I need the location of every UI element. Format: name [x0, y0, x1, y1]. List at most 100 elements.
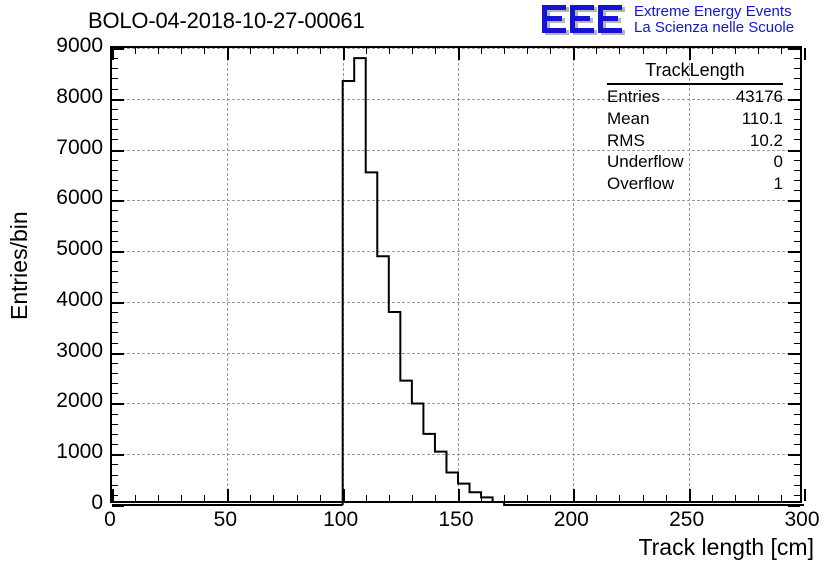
gridline-vertical [688, 48, 690, 501]
tick-x-minor [596, 495, 598, 501]
tick-x-minor-top [388, 48, 390, 54]
tick-y-major-r [788, 98, 800, 101]
gridline-horizontal [112, 454, 800, 456]
tick-y-major-r [788, 403, 800, 406]
tick-y-minor-r [794, 190, 800, 192]
tick-y-minor [112, 210, 118, 212]
tick-y-minor-r [794, 484, 800, 486]
tick-x-minor [642, 495, 644, 501]
tick-y-minor-r [794, 240, 800, 242]
tick-x-minor-top [734, 48, 736, 54]
tick-y-minor [112, 332, 118, 334]
tick-x-minor-top [434, 48, 436, 54]
tick-x-minor [204, 495, 206, 501]
y-tick-label: 4000 [56, 287, 103, 311]
tick-y-major-r [788, 352, 800, 355]
tick-y-minor [112, 108, 118, 110]
stats-key: RMS [607, 130, 645, 150]
stats-divider [607, 83, 783, 85]
eee-logo: Extreme Energy Events La Scienza nelle S… [540, 3, 794, 39]
gridline-horizontal [112, 48, 800, 49]
tick-y-major [112, 251, 124, 254]
x-tick-label: 150 [438, 508, 474, 531]
tick-y-minor [112, 180, 118, 182]
stats-box: TrackLength Entries 43176 Mean 110.1 RMS 10.2… [607, 60, 783, 195]
stats-key: Overflow [607, 174, 675, 193]
tick-y-minor [112, 372, 118, 374]
tick-x-minor-top [665, 48, 667, 54]
tick-y-minor [112, 261, 118, 263]
x-tick-label: 100 [323, 508, 359, 531]
tick-y-minor-r [794, 139, 800, 141]
tick-y-minor-r [794, 393, 800, 395]
tick-x-minor [273, 495, 275, 501]
eee-logo-text: Extreme Energy Events La Scienza nelle S… [634, 3, 794, 36]
tick-y-major-r [788, 454, 800, 457]
tick-y-minor-r [794, 68, 800, 70]
tick-y-minor [112, 362, 118, 364]
x-tick-label: 50 [213, 508, 238, 531]
gridline-horizontal [112, 251, 800, 253]
tick-y-minor-r [794, 230, 800, 232]
stats-value: 1 [773, 174, 783, 193]
tick-y-minor [112, 68, 118, 70]
tick-x-major-top [458, 48, 460, 60]
tick-x-minor [619, 495, 621, 501]
tick-x-minor-top [411, 48, 413, 54]
tick-x-minor-top [619, 48, 621, 54]
y-tick-label: 9000 [56, 34, 103, 57]
tick-x-minor-top [204, 48, 206, 54]
tick-y-minor [112, 271, 118, 273]
tick-x-minor-top [527, 48, 529, 54]
tick-y-minor-r [794, 332, 800, 334]
tick-x-minor-top [481, 48, 483, 54]
tick-y-minor-r [794, 372, 800, 374]
tick-x-major [804, 489, 806, 501]
gridline-horizontal [112, 200, 800, 202]
tick-x-minor [550, 495, 552, 501]
tick-x-minor [319, 495, 321, 501]
tick-y-minor-r [794, 210, 800, 212]
tick-y-minor-r [794, 423, 800, 425]
tick-y-minor [112, 494, 118, 496]
tick-y-major-r [788, 251, 800, 254]
tick-y-minor [112, 88, 118, 90]
tick-x-minor [527, 495, 529, 501]
tick-x-minor-top [135, 48, 137, 54]
y-tick-label: 5000 [56, 237, 103, 261]
tick-y-minor [112, 322, 118, 324]
tick-x-major-top [573, 48, 576, 60]
tick-x-minor [757, 495, 759, 501]
stats-value: 10.2 [749, 130, 783, 150]
tick-x-minor-top [711, 48, 713, 54]
tick-x-minor-top [642, 48, 644, 54]
tick-y-minor [112, 78, 118, 80]
gridline-horizontal [112, 301, 800, 303]
gridline-horizontal [112, 98, 800, 100]
y-tick-label: 2000 [56, 389, 103, 413]
tick-x-minor [158, 495, 160, 501]
tick-y-major-r [788, 48, 800, 50]
histogram-outline [112, 57, 804, 506]
tick-y-minor [112, 464, 118, 466]
tick-y-minor-r [794, 474, 800, 476]
tick-x-minor-top [596, 48, 598, 54]
tick-x-major-top [804, 48, 806, 60]
stats-row: Overflow 1 [607, 173, 783, 195]
tick-y-major [112, 403, 124, 406]
tick-y-minor-r [794, 129, 800, 131]
tick-x-minor [411, 495, 413, 501]
gridline-horizontal [112, 352, 800, 354]
tick-x-major-top [342, 48, 345, 60]
stats-value: 43176 [735, 87, 783, 106]
tick-y-minor-r [794, 433, 800, 435]
tick-x-minor [711, 495, 713, 501]
tick-y-minor [112, 312, 118, 314]
tick-x-major-top [112, 48, 114, 60]
tick-x-minor-top [158, 48, 160, 54]
tick-y-minor [112, 413, 118, 415]
tick-y-minor [112, 220, 118, 222]
tick-y-minor-r [794, 261, 800, 263]
tick-y-major [112, 48, 124, 50]
tick-y-minor-r [794, 383, 800, 385]
